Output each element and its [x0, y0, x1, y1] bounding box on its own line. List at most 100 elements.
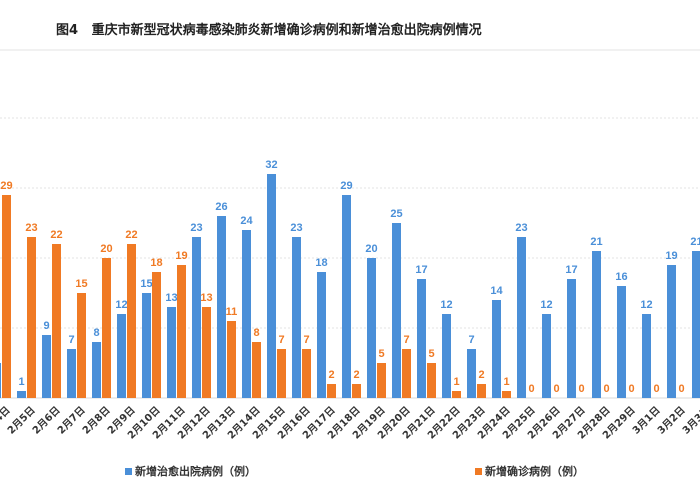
legend-label: 新增确诊病例（例） [485, 465, 584, 478]
bar-recovered [567, 279, 576, 398]
data-label: 0 [528, 383, 534, 395]
data-label: 9 [43, 320, 49, 332]
bar-recovered [92, 342, 101, 398]
data-label: 23 [290, 222, 302, 234]
data-label: 16 [615, 271, 627, 283]
data-label: 0 [678, 383, 684, 395]
bar-recovered [667, 265, 676, 398]
data-label: 2 [328, 369, 334, 381]
bar-recovered [492, 300, 501, 398]
data-label: 24 [240, 215, 253, 227]
data-label: 14 [490, 285, 503, 297]
data-label: 20 [365, 243, 377, 255]
legend-item-recovered: 新增治愈出院病例（例） [125, 463, 256, 479]
bar-recovered [517, 237, 526, 398]
bar-confirmed [302, 349, 311, 398]
bar-recovered [17, 391, 26, 398]
legend-swatch-orange [475, 467, 482, 475]
bar-recovered [417, 279, 426, 398]
bar-recovered [642, 314, 651, 398]
legend-label: 新增治愈出院病例（例） [135, 465, 256, 478]
data-label: 11 [226, 306, 238, 318]
bar-confirmed [52, 244, 61, 398]
data-label: 23 [515, 222, 527, 234]
title-divider [0, 49, 700, 51]
data-label: 7 [68, 334, 74, 346]
bar-confirmed [227, 321, 236, 398]
data-label: 23 [25, 222, 37, 234]
bar-confirmed [402, 349, 411, 398]
data-label: 12 [640, 299, 652, 311]
bar-recovered [317, 272, 326, 398]
bar-confirmed [427, 363, 436, 398]
bar-confirmed [452, 391, 461, 398]
data-label: 15 [140, 278, 152, 290]
bar-confirmed [202, 307, 211, 398]
data-label: 25 [390, 208, 402, 220]
data-label: 18 [150, 257, 162, 269]
bar-recovered [467, 349, 476, 398]
data-label: 26 [215, 201, 227, 213]
data-label: 8 [253, 327, 259, 339]
bar-recovered [117, 314, 126, 398]
bar-recovered [292, 237, 301, 398]
bar-confirmed [277, 349, 286, 398]
bar-confirmed [352, 384, 361, 398]
bar-confirmed [377, 363, 386, 398]
bar-recovered [42, 335, 51, 398]
data-label: 22 [125, 229, 137, 241]
data-label: 0 [578, 383, 584, 395]
bar-recovered [442, 314, 451, 398]
data-label: 13 [200, 292, 212, 304]
bar-recovered [67, 349, 76, 398]
data-label: 0 [653, 383, 659, 395]
data-label: 1 [503, 376, 509, 388]
data-label: 12 [115, 299, 127, 311]
data-label: 22 [50, 229, 62, 241]
data-label: 7 [278, 334, 284, 346]
data-label: 7 [468, 334, 474, 346]
data-label: 21 [590, 236, 602, 248]
bar-recovered [342, 195, 351, 398]
data-label: 0 [628, 383, 634, 395]
data-label: 2 [478, 369, 484, 381]
bar-confirmed [2, 195, 11, 398]
bar-confirmed [177, 265, 186, 398]
bar-recovered [592, 251, 601, 398]
bar-recovered [542, 314, 551, 398]
data-label: 0 [603, 383, 609, 395]
data-label: 2 [353, 369, 359, 381]
data-label: 17 [565, 264, 577, 276]
bar-confirmed [102, 258, 111, 398]
bar-recovered [0, 363, 1, 398]
data-label: 5 [428, 348, 434, 360]
data-label: 8 [93, 327, 99, 339]
data-label: 29 [0, 180, 12, 192]
legend-item-confirmed: 新增确诊病例（例） [475, 463, 584, 479]
data-label: 0 [553, 383, 559, 395]
data-label: 1 [453, 376, 459, 388]
bar-confirmed [152, 272, 161, 398]
bar-recovered [167, 307, 176, 398]
data-label: 29 [340, 180, 352, 192]
bar-recovered [242, 230, 251, 398]
bar-recovered [617, 286, 626, 398]
bar-confirmed [27, 237, 36, 398]
bar-confirmed [252, 342, 261, 398]
bar-recovered [392, 223, 401, 398]
legend-swatch-blue [125, 467, 132, 475]
data-label: 13 [165, 292, 177, 304]
bar-recovered [217, 216, 226, 398]
data-label: 12 [540, 299, 552, 311]
data-label: 19 [665, 250, 677, 262]
data-label: 1 [18, 376, 24, 388]
bar-recovered [192, 237, 201, 398]
data-label: 23 [190, 222, 202, 234]
bar-recovered [267, 174, 276, 398]
data-label: 21 [690, 236, 700, 248]
bar-recovered [367, 258, 376, 398]
data-label: 17 [415, 264, 427, 276]
bar-confirmed [477, 384, 486, 398]
data-label: 32 [265, 159, 277, 171]
bar-recovered [692, 251, 700, 398]
